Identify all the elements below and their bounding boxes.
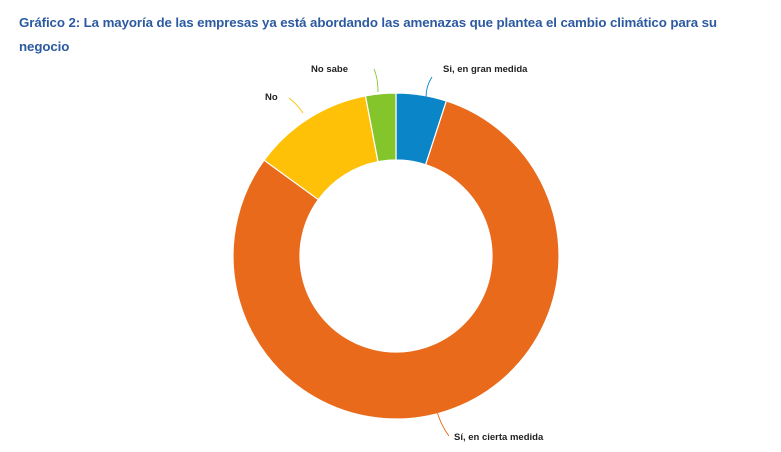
slice-label: No	[265, 92, 278, 103]
leader-line	[373, 68, 379, 93]
chart-title: Gráfico 2: La mayoría de las empresas ya…	[19, 15, 717, 54]
slice-label: No sabe	[311, 64, 348, 75]
labels-group: Si, en gran medida Sí, en cierta medida No…	[265, 64, 544, 443]
slice-no-sabe	[364, 92, 397, 163]
leader-line	[288, 97, 304, 114]
slice-label: Sí, en cierta medida	[454, 432, 544, 443]
slices-group	[232, 92, 560, 420]
leader-lines-group	[288, 68, 450, 437]
slice-label: Si, en gran medida	[443, 64, 528, 75]
leader-line	[435, 407, 450, 437]
slice-s-en-cierta-medida	[232, 100, 560, 420]
leader-line	[425, 76, 433, 98]
